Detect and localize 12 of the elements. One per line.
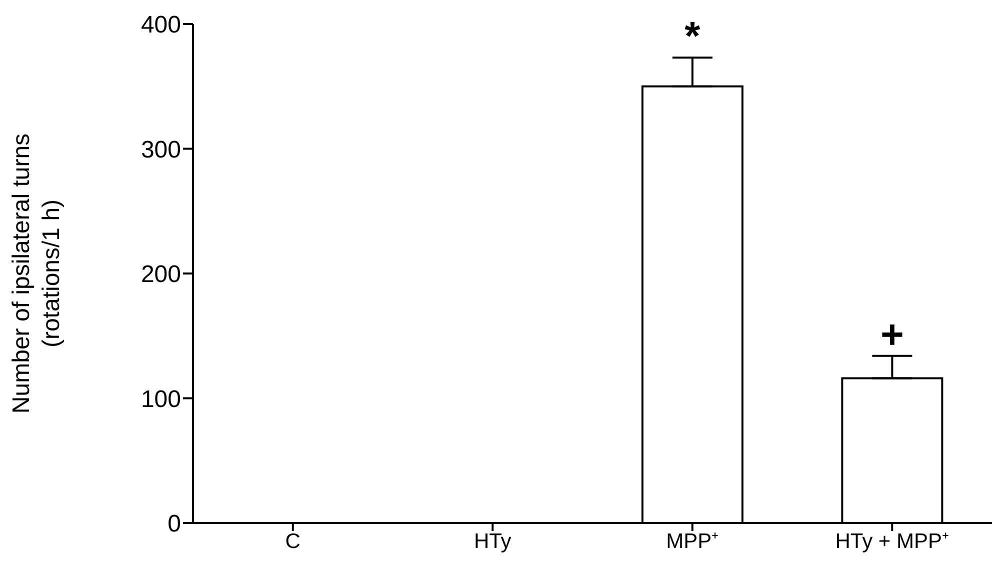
x-tick-label: MPP⁺ — [666, 530, 719, 553]
y-tick-label: 200 — [140, 261, 181, 288]
y-tick-label: 400 — [140, 12, 181, 39]
x-tick-label: HTy + MPP⁺ — [835, 530, 950, 553]
x-tick-label: C — [285, 530, 300, 553]
y-tick-label: 100 — [140, 386, 181, 413]
x-tick-label: HTy — [474, 530, 512, 553]
y-tick-label: 300 — [140, 136, 181, 164]
annotation: * — [684, 14, 701, 59]
y-tick-label: 0 — [168, 510, 181, 538]
annotation: + — [880, 312, 904, 357]
y-axis-title: Number of ipsilateral turns (rotations/1 h) — [8, 133, 65, 414]
